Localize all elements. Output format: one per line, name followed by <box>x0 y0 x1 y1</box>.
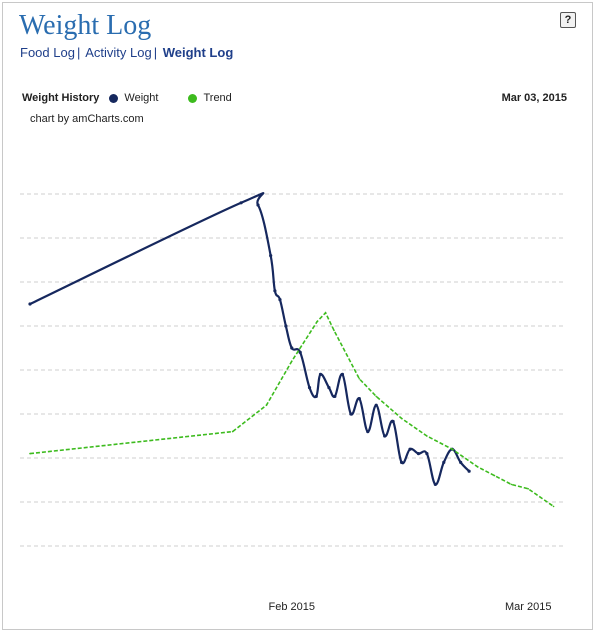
data-point-weight[interactable] <box>383 434 387 438</box>
data-point-trend[interactable] <box>265 404 268 407</box>
data-point-trend[interactable] <box>493 474 496 477</box>
x-tick-label: Mar 2015 <box>505 601 551 613</box>
data-point-trend[interactable] <box>358 378 361 380</box>
data-point-weight[interactable] <box>374 403 378 407</box>
data-point-weight[interactable] <box>327 386 331 390</box>
data-point-trend[interactable] <box>324 312 327 314</box>
data-point-trend[interactable] <box>375 395 378 398</box>
data-point-weight[interactable] <box>318 372 323 376</box>
legend-item-weight[interactable]: Weight <box>109 92 158 104</box>
data-point-trend[interactable] <box>333 329 335 332</box>
current-date: Mar 03, 2015 <box>501 92 567 104</box>
nav-activity-log[interactable]: Activity Log <box>85 45 152 60</box>
data-point-trend[interactable] <box>400 417 403 420</box>
data-point-trend[interactable] <box>451 448 454 451</box>
data-point-trend[interactable] <box>316 320 318 323</box>
data-point-weight[interactable] <box>366 430 370 434</box>
data-point-weight[interactable] <box>333 394 337 398</box>
nav-food-log[interactable]: Food Log <box>20 45 75 60</box>
data-point-trend[interactable] <box>510 483 513 486</box>
trend-legend-dot-icon <box>188 93 198 103</box>
data-point-weight[interactable] <box>433 482 437 486</box>
series-line-trend[interactable] <box>29 311 555 508</box>
data-point-weight[interactable] <box>425 452 429 456</box>
page-title: Weight Log <box>19 10 152 41</box>
data-point-weight[interactable] <box>28 302 32 306</box>
data-point-weight[interactable] <box>314 394 318 398</box>
sub-navigation: Food Log | Activity Log | Weight Log <box>20 45 233 60</box>
data-point-weight[interactable] <box>278 298 282 302</box>
data-point-weight[interactable] <box>298 350 302 354</box>
data-point-trend[interactable] <box>552 505 555 508</box>
chart-legend: Weight History Weight Trend <box>22 92 262 104</box>
chart-credit[interactable]: chart by amCharts.com <box>30 113 144 125</box>
data-point-trend[interactable] <box>290 360 293 363</box>
data-point-weight[interactable] <box>290 346 294 350</box>
data-point-trend[interactable] <box>426 435 428 437</box>
data-point-weight[interactable] <box>349 412 353 416</box>
weight-legend-dot-icon <box>109 93 119 103</box>
data-point-weight[interactable] <box>239 201 243 205</box>
data-point-weight[interactable] <box>467 469 471 473</box>
data-point-weight[interactable] <box>408 447 412 451</box>
nav-separator: | <box>76 45 81 60</box>
nav-separator: | <box>153 45 158 60</box>
nav-weight-log[interactable]: Weight Log <box>162 45 234 60</box>
data-point-weight[interactable] <box>284 324 288 328</box>
chart-series <box>28 192 555 508</box>
data-point-weight[interactable] <box>256 203 260 207</box>
x-tick-label: Feb 2015 <box>269 601 315 613</box>
legend-label-trend: Trend <box>203 92 232 104</box>
help-icon[interactable]: ? <box>560 12 576 28</box>
legend-label-weight: Weight <box>124 92 159 104</box>
data-point-weight[interactable] <box>416 452 421 456</box>
legend-item-trend[interactable]: Trend <box>188 92 232 104</box>
x-axis-ticks: Feb 2015 Mar 2015 <box>269 601 552 613</box>
data-point-trend[interactable] <box>476 466 479 468</box>
chart-title: Weight History <box>22 92 100 104</box>
data-point-trend[interactable] <box>527 488 530 490</box>
data-point-weight[interactable] <box>391 419 395 424</box>
data-point-weight[interactable] <box>269 254 273 258</box>
data-point-weight[interactable] <box>273 289 277 293</box>
data-point-weight[interactable] <box>399 460 404 464</box>
data-point-weight[interactable] <box>442 460 446 464</box>
data-point-weight[interactable] <box>357 397 361 401</box>
data-point-weight[interactable] <box>340 372 345 376</box>
data-point-weight[interactable] <box>307 386 312 390</box>
data-point-weight[interactable] <box>459 460 463 464</box>
chart-grid <box>20 193 566 547</box>
data-point-trend[interactable] <box>231 430 234 433</box>
data-point-trend[interactable] <box>29 452 31 455</box>
series-line-weight[interactable] <box>29 192 470 486</box>
